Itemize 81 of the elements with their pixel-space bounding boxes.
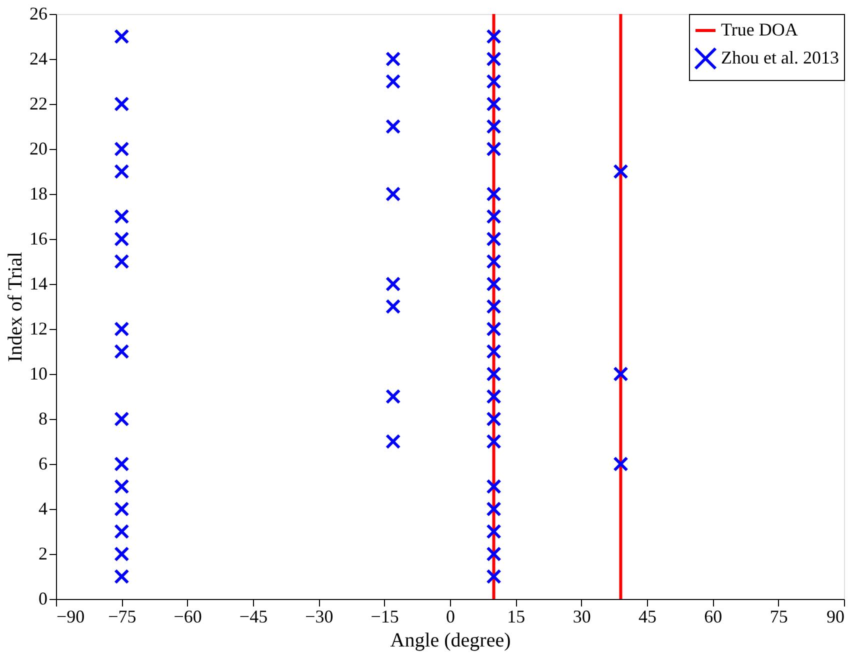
point	[114, 546, 130, 562]
point	[486, 478, 502, 494]
point	[114, 456, 130, 472]
point	[114, 524, 130, 540]
point	[486, 388, 502, 404]
point	[385, 118, 401, 134]
point	[486, 118, 502, 134]
point	[486, 568, 502, 584]
point	[613, 456, 628, 472]
x-tick-label: −30	[305, 606, 334, 626]
point	[385, 388, 401, 404]
point	[486, 51, 502, 67]
legend-label: Zhou et al. 2013	[721, 48, 839, 68]
point	[486, 411, 502, 427]
point	[486, 28, 502, 44]
point	[385, 298, 401, 314]
y-tick-label: 20	[30, 138, 48, 158]
point	[486, 524, 502, 540]
point	[486, 276, 502, 292]
y-tick-label: 8	[38, 408, 48, 428]
point	[613, 366, 628, 382]
point	[114, 254, 130, 270]
x-tick-label: 30	[572, 606, 591, 626]
point	[486, 74, 502, 90]
y-tick-label: 16	[30, 228, 48, 248]
point	[486, 298, 502, 314]
point	[114, 141, 130, 157]
point	[114, 231, 130, 247]
legend-label: True DOA	[721, 20, 798, 40]
point	[486, 208, 502, 224]
y-tick-label: 26	[30, 4, 48, 24]
y-tick-label: 12	[30, 318, 48, 338]
point	[114, 478, 130, 494]
x-tick-label: −90	[56, 606, 85, 626]
point	[486, 434, 502, 450]
y-axis-title: Index of Trial	[4, 252, 26, 362]
y-tick-label: 10	[30, 364, 48, 384]
point	[486, 254, 502, 270]
point	[114, 208, 130, 224]
x-tick-label: 0	[446, 606, 455, 626]
point	[385, 74, 401, 90]
y-tick-label: 0	[38, 588, 48, 608]
y-tick-label: 24	[30, 48, 48, 68]
point	[486, 231, 502, 247]
y-tick-label: 4	[38, 498, 48, 518]
point	[114, 344, 130, 360]
x-tick-label: 45	[638, 606, 656, 626]
point	[114, 96, 130, 112]
point	[114, 501, 130, 517]
point	[486, 546, 502, 562]
point	[486, 186, 502, 202]
point	[114, 28, 130, 44]
point	[486, 366, 502, 382]
x-tick-label: −15	[370, 606, 399, 626]
point	[613, 164, 628, 180]
point	[114, 164, 130, 180]
point	[486, 96, 502, 112]
point	[114, 321, 130, 337]
y-tick-label: 14	[30, 274, 48, 294]
point	[114, 568, 130, 584]
x-tick-label: −45	[239, 606, 268, 626]
point	[486, 141, 502, 157]
point	[486, 501, 502, 517]
x-tick-label: −60	[174, 606, 202, 626]
y-tick-label: 6	[38, 454, 48, 474]
x-tick-label: −75	[108, 606, 136, 626]
x-tick-label: 90	[826, 606, 844, 626]
point	[486, 321, 502, 337]
point	[385, 51, 401, 67]
x-axis-title: Angle (degree)	[390, 630, 511, 652]
point	[114, 411, 130, 427]
y-tick-label: 2	[38, 544, 48, 564]
point	[385, 276, 401, 292]
x-tick-label: 15	[507, 606, 526, 626]
point	[385, 186, 401, 202]
y-tick-label: 22	[30, 94, 48, 114]
x-tick-label: 60	[704, 606, 722, 626]
point	[385, 434, 401, 450]
x-tick-label: 75	[770, 606, 788, 626]
point	[486, 344, 502, 360]
y-tick-label: 18	[30, 184, 48, 204]
